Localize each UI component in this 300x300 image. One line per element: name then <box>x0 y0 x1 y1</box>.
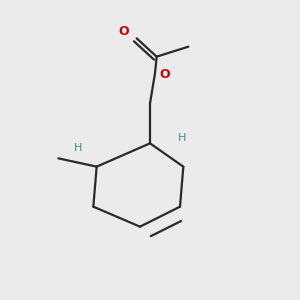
Text: H: H <box>74 143 82 153</box>
Text: O: O <box>160 68 170 82</box>
Text: H: H <box>178 133 186 143</box>
Text: O: O <box>118 25 129 38</box>
